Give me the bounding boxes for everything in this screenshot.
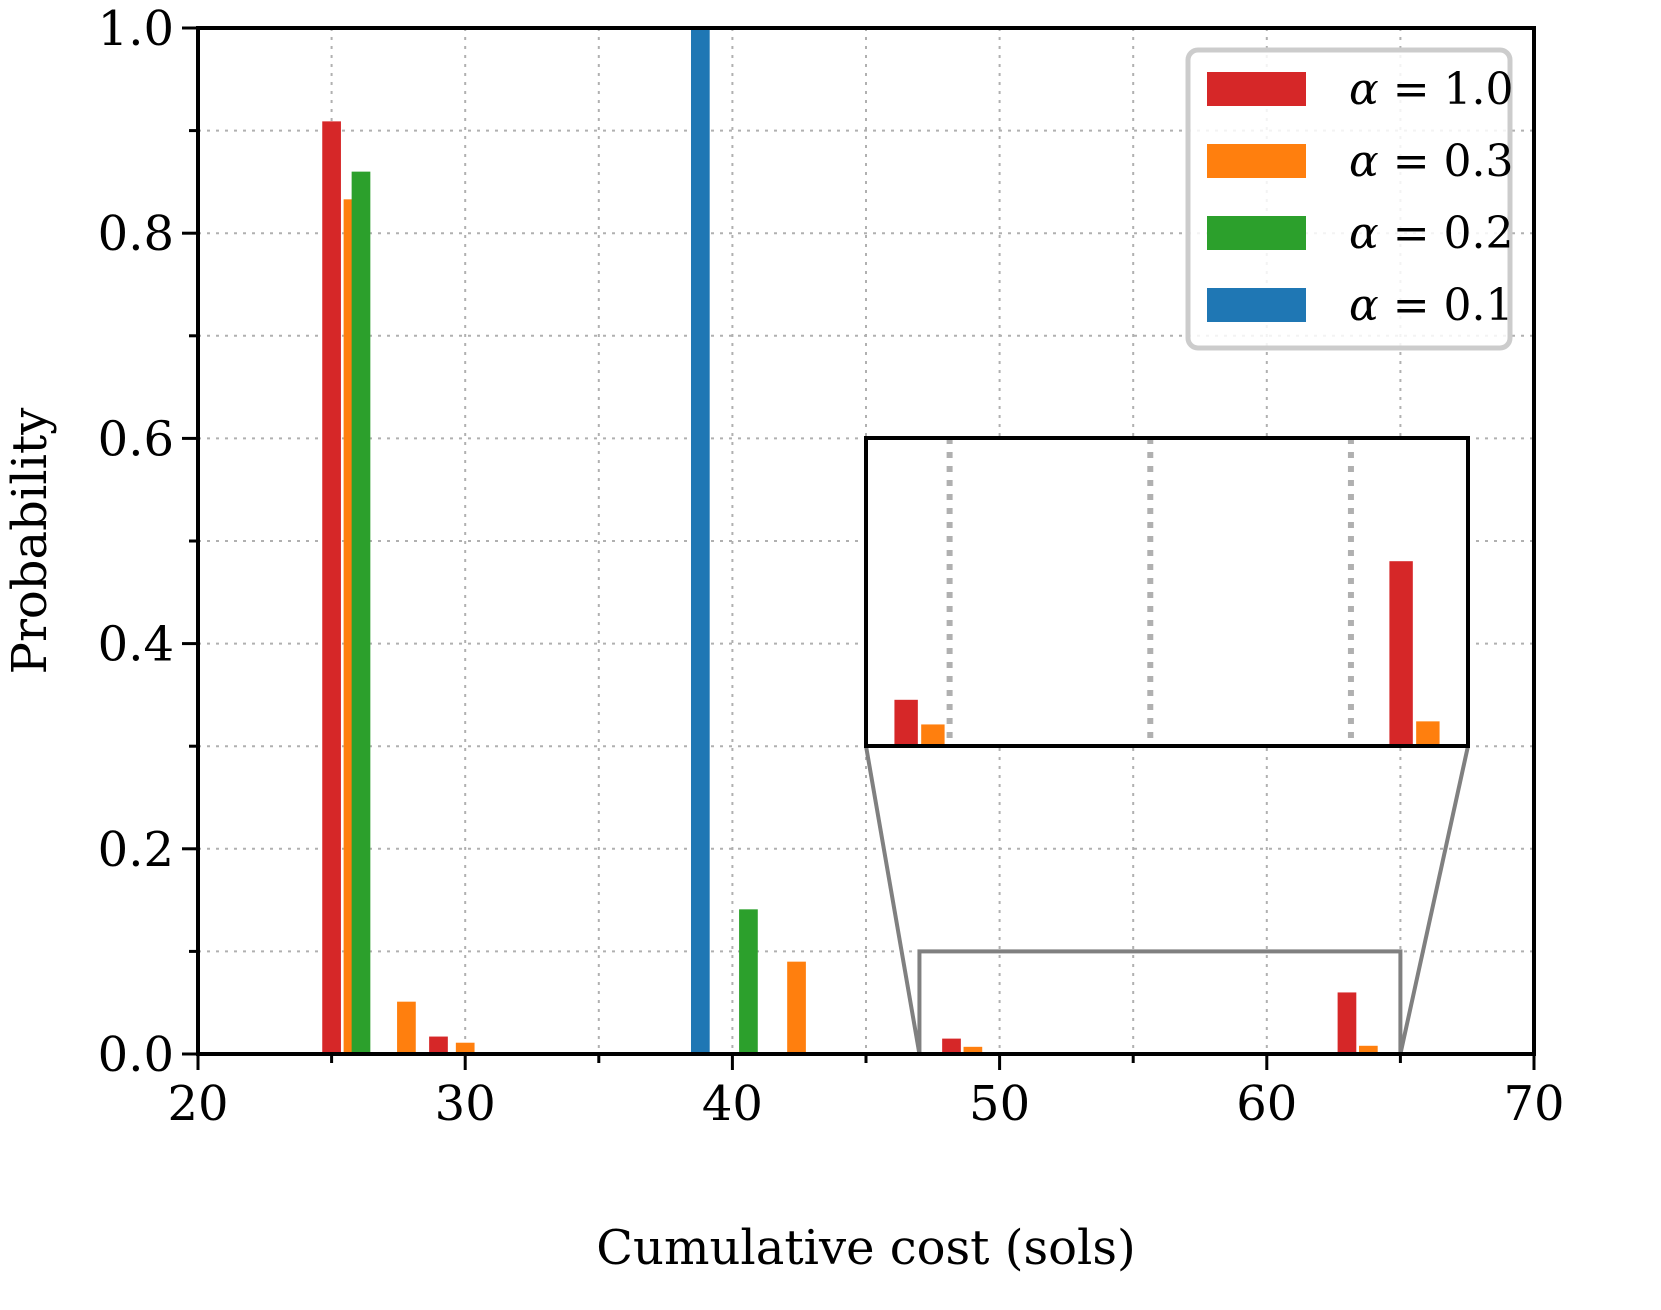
ticks: 20 30 40 50 60 70 0.0 0.2 0.4 0.6 0.8 1.0 (98, 1, 1565, 1132)
legend-label-3: α = 0.1 (1349, 280, 1514, 331)
inset-bar-series-1-5 (1416, 721, 1440, 746)
zoom-connector-right (1398, 745, 1470, 1055)
inset-bar-series-0-3 (1389, 561, 1413, 746)
bar-series-1-5 (1358, 1045, 1378, 1054)
x-tick-label: 50 (969, 1076, 1030, 1132)
legend-label-2: α = 0.2 (1349, 208, 1514, 259)
zoom-connector-left (864, 745, 922, 1055)
x-tick-label: 40 (702, 1076, 763, 1132)
legend-swatch-0 (1207, 72, 1306, 106)
bar-series-1-3 (787, 961, 806, 1054)
inset-axes (864, 436, 1470, 748)
legend-swatch-1 (1207, 144, 1306, 178)
bars (322, 28, 1378, 1055)
zoom-region (917, 949, 1403, 1057)
legend-alpha-symbol: α (1349, 280, 1379, 331)
bar-series-0-3 (1337, 992, 1357, 1054)
bar-series-0-2 (942, 1038, 961, 1054)
legend-label-0: α = 1.0 (1349, 64, 1514, 115)
legend-label-1: α = 0.3 (1349, 136, 1514, 187)
bar-series-0-0 (322, 121, 341, 1055)
legend-alpha-value: = 0.2 (1379, 208, 1514, 259)
legend-alpha-value: = 0.1 (1379, 280, 1514, 331)
bar-series-1-2 (455, 1042, 475, 1054)
legend-alpha-value: = 1.0 (1379, 64, 1514, 115)
inset-bar-series-1-4 (921, 724, 945, 746)
legend: α = 1.0α = 0.3α = 0.2α = 0.1 (1185, 47, 1514, 351)
inset-bar-series-0-2 (894, 699, 918, 746)
y-tick-label: 0.4 (98, 617, 174, 673)
y-tick-label: 0.0 (98, 1027, 174, 1083)
bar-series-2-0 (351, 171, 371, 1054)
y-axis-label: Probability (2, 408, 58, 675)
bar-series-2-1 (739, 909, 758, 1054)
inset-frame (864, 436, 1470, 748)
x-tick-label: 60 (1236, 1076, 1297, 1132)
bar-series-1-4 (963, 1046, 983, 1054)
y-tick-label: 0.2 (98, 822, 174, 878)
legend-swatch-2 (1207, 216, 1306, 250)
bar-series-1-1 (397, 1001, 416, 1054)
legend-alpha-symbol: α (1349, 208, 1379, 259)
inset-background (866, 438, 1468, 746)
legend-alpha-symbol: α (1349, 136, 1379, 187)
y-tick-label: 0.6 (98, 411, 174, 467)
legend-alpha-symbol: α (1349, 64, 1379, 115)
x-tick-label: 70 (1503, 1076, 1564, 1132)
y-tick-label: 0.8 (98, 206, 174, 262)
legend-alpha-value: = 0.3 (1379, 136, 1514, 187)
legend-frame (1185, 47, 1513, 351)
x-axis-label: Cumulative cost (sols) (596, 1220, 1135, 1276)
bar-series-0-1 (429, 1036, 448, 1054)
y-tick-label: 1.0 (98, 1, 174, 57)
bar-series-3-0 (690, 28, 710, 1054)
zoom-box (864, 745, 1470, 1057)
legend-swatch-3 (1207, 288, 1306, 322)
x-tick-label: 30 (435, 1076, 496, 1132)
x-tick-label: 20 (167, 1076, 228, 1132)
